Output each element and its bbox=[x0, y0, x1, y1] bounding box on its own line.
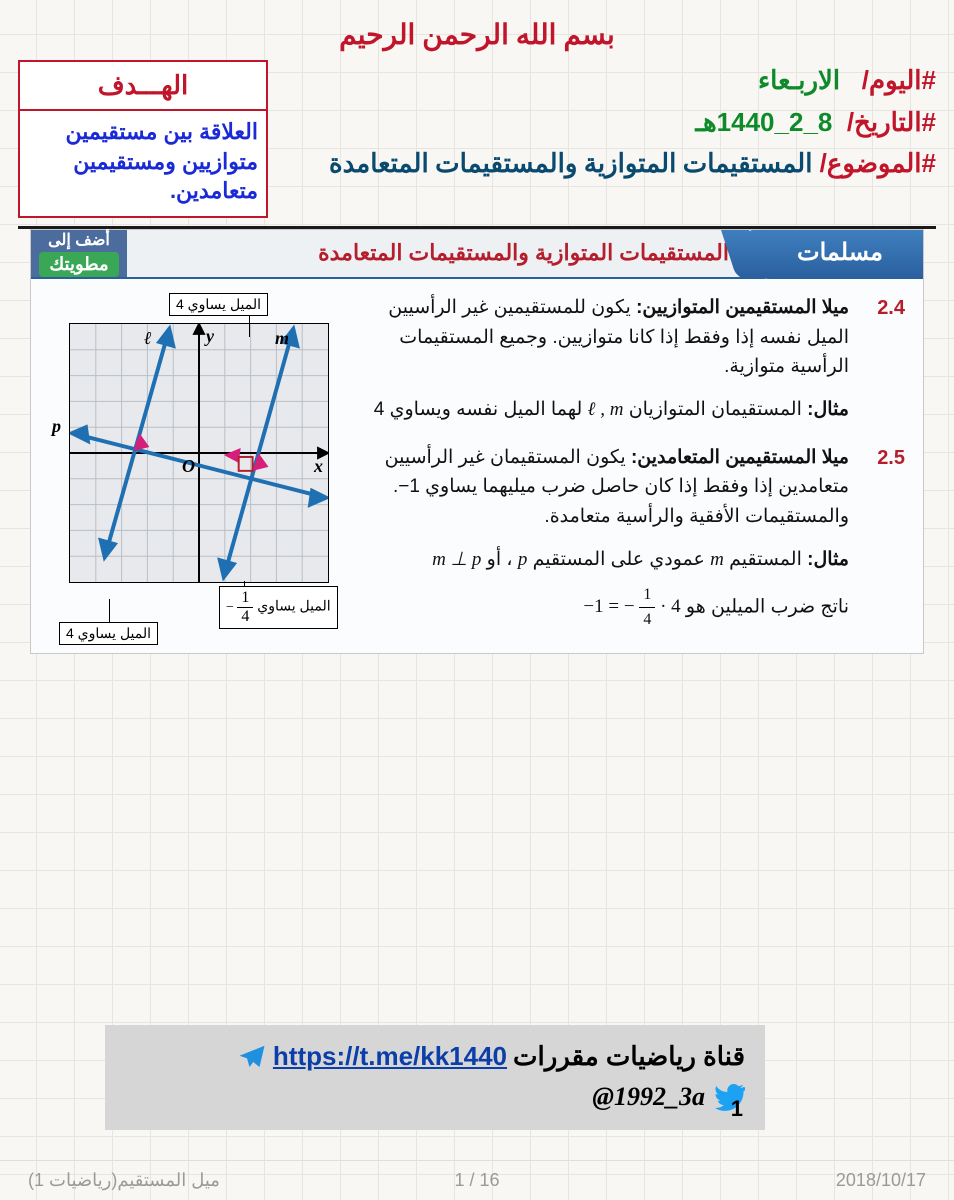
line-l-label: ℓ bbox=[144, 328, 152, 349]
goal-body: العلاقة بين مستقيمين متوازيين ومستقيمين … bbox=[20, 111, 266, 216]
p25-eg-perp: m ⊥ p bbox=[432, 549, 481, 570]
promo-ar: قناة رياضيات مقررات bbox=[513, 1041, 745, 1072]
status-date: 2018/10/17 bbox=[836, 1170, 926, 1191]
p24-eg-a: المستقيمان المتوازيان bbox=[623, 399, 801, 420]
line-m-label: m bbox=[275, 328, 289, 349]
day-value: الاربـعاء bbox=[758, 65, 840, 95]
promo-page: 1 bbox=[731, 1096, 743, 1122]
addto-tag: مطويتك bbox=[39, 252, 118, 277]
callout-top: الميل يساوي 4 bbox=[169, 293, 268, 316]
p24-eg-label: مثال: bbox=[807, 399, 849, 420]
graph-container: الميل يساوي 4 bbox=[49, 293, 349, 633]
meta-block: #اليوم/ الاربـعاء #التاريخ/ 8_2_1440هـ #… bbox=[290, 60, 936, 218]
p25-title: ميلا المستقيمين المتعامدين: bbox=[631, 447, 849, 468]
panel-tab: مسلمات bbox=[747, 230, 923, 279]
p25-eg-a: المستقيم bbox=[724, 549, 802, 570]
line-p-label: p bbox=[52, 416, 61, 437]
x-label: x bbox=[314, 456, 323, 477]
eq-den: 4 bbox=[639, 608, 655, 633]
panel-title: المستقيمات المتوازية والمستقيمات المتعام… bbox=[127, 230, 747, 279]
callout-bottom: الميل يساوي 4 bbox=[59, 622, 158, 645]
status-title: ميل المستقيم(رياضيات 1) bbox=[28, 1170, 220, 1191]
y-label: y bbox=[206, 326, 214, 347]
date-label: #التاريخ/ bbox=[847, 107, 936, 137]
p25-eg-c: ، أو bbox=[481, 549, 512, 570]
addto-top: أضف إلى bbox=[48, 230, 110, 250]
add-to-foldable: أضف إلى مطويتك bbox=[31, 230, 127, 279]
goal-title: الهـــدف bbox=[20, 62, 266, 111]
eq-num: 1 bbox=[639, 583, 655, 609]
p25-eg2-text: ناتج ضرب الميلين هو bbox=[681, 596, 849, 617]
telegram-icon bbox=[237, 1042, 267, 1072]
p24-eg-vars: ℓ , m bbox=[588, 399, 624, 420]
p25-eg-b: عمودي على المستقيم bbox=[527, 549, 705, 570]
callout-right-text: الميل يساوي bbox=[253, 598, 330, 614]
goal-box: الهـــدف العلاقة بين مستقيمين متوازيين و… bbox=[18, 60, 268, 218]
p25-number: 2.5 bbox=[863, 443, 905, 531]
status-bar: 2018/10/17 1 / 16 ميل المستقيم(رياضيات 1… bbox=[0, 1160, 954, 1200]
promo-box: قناة رياضيات مقررات https://t.me/kk1440 … bbox=[105, 1025, 765, 1130]
p25-eg2-math: −1 = − 14 · 4 bbox=[583, 596, 680, 617]
basmala: بسم الله الرحمن الرحيم bbox=[18, 18, 936, 52]
coordinate-graph: y x O ℓ m p bbox=[69, 323, 329, 583]
eq-sign: − bbox=[624, 596, 635, 617]
graph-svg bbox=[70, 324, 328, 582]
textbook-panel: مسلمات المستقيمات المتوازية والمستقيمات … bbox=[30, 229, 924, 654]
callout-right-num: 1 bbox=[237, 589, 253, 608]
status-pages: 1 / 16 bbox=[454, 1170, 499, 1191]
postulate-text: 2.4 ميلا المستقيمين المتوازيين: يكون للم… bbox=[365, 293, 905, 633]
callout-right: الميل يساوي − 14 bbox=[219, 586, 338, 629]
topic-value: المستقيمات المتوازية والمستقيمات المتعام… bbox=[329, 149, 812, 178]
p24-number: 2.4 bbox=[863, 293, 905, 381]
callout-right-sign: − bbox=[226, 600, 234, 615]
eq-rhs: · 4 bbox=[660, 596, 681, 617]
eq-lhs: −1 = bbox=[583, 596, 619, 617]
day-label: #اليوم/ bbox=[862, 65, 936, 95]
telegram-link[interactable]: https://t.me/kk1440 bbox=[273, 1041, 507, 1072]
p25-eg-label: مثال: bbox=[807, 549, 849, 570]
twitter-handle: @1992_3a bbox=[592, 1082, 705, 1112]
topic-label: #الموضوع/ bbox=[820, 148, 936, 178]
date-value: 8_2_1440هـ bbox=[695, 107, 832, 137]
p25-eg-m: m bbox=[710, 549, 724, 570]
callout-right-den: 4 bbox=[237, 608, 253, 626]
origin-label: O bbox=[182, 456, 195, 477]
p25-eg-p: p bbox=[518, 549, 528, 570]
p24-title: ميلا المستقيمين المتوازيين: bbox=[636, 297, 849, 318]
p24-eg-b: لهما الميل نفسه ويساوي 4 bbox=[374, 399, 582, 420]
